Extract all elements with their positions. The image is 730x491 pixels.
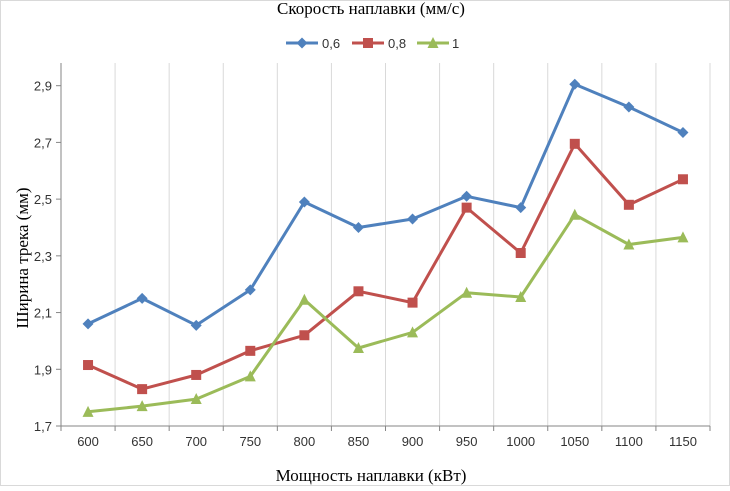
data-point (461, 190, 473, 202)
data-point (515, 202, 527, 214)
series-2 (82, 208, 689, 417)
legend-label-series-2: 1 (452, 36, 459, 51)
x-tick-label: 1100 (615, 434, 643, 449)
legend-item-series-2: 1 (417, 36, 459, 51)
y-axis-title: Ширина трека (мм) (13, 187, 32, 328)
data-point (407, 213, 419, 225)
series-line (87, 213, 684, 414)
data-point (461, 202, 472, 213)
x-tick-label: 900 (402, 434, 424, 449)
data-point (623, 101, 635, 113)
legend-item-series-1: 0,8 (352, 36, 406, 51)
y-tick-label: 2,3 (34, 249, 52, 264)
series-group (82, 78, 689, 417)
series-1 (83, 138, 688, 395)
y-tick-label: 2,1 (34, 306, 52, 321)
legend-marker-diamond-icon (296, 37, 308, 49)
data-point (407, 297, 418, 308)
y-tick-label: 2,7 (34, 135, 52, 150)
axes: 1,7 1,9 2,1 2,3 2,5 2,7 2,9 600 650 700 750 800 850 9… (34, 63, 711, 449)
x-tick-label: 950 (456, 434, 478, 449)
data-point (623, 238, 635, 250)
data-point (407, 326, 419, 338)
data-point (353, 286, 364, 297)
data-point (677, 126, 689, 138)
x-tick-label: 1000 (506, 434, 535, 449)
data-point (298, 196, 310, 208)
data-point (677, 174, 688, 185)
series-0 (82, 78, 689, 331)
y-tick-label: 2,5 (34, 192, 52, 207)
x-tick-label: 1050 (560, 434, 589, 449)
data-point (677, 231, 689, 243)
data-point (515, 290, 527, 302)
y-tick-label: 1,7 (34, 419, 52, 434)
legend-marker-triangle-icon (427, 37, 439, 48)
data-point (190, 393, 202, 405)
data-point (244, 370, 256, 382)
data-point (569, 138, 580, 149)
x-tick-label: 800 (294, 434, 316, 449)
data-point (82, 405, 94, 417)
data-point (244, 284, 256, 296)
data-point (245, 345, 256, 356)
data-point (136, 400, 148, 412)
x-axis-title: Мощность наплавки (кВт) (276, 466, 467, 485)
data-point (569, 208, 581, 220)
data-point (569, 78, 581, 90)
y-tick-label: 1,9 (34, 362, 52, 377)
data-point (136, 292, 148, 304)
y-tick-label: 2,9 (34, 79, 52, 94)
legend-label-series-0: 0,6 (322, 36, 340, 51)
series-line (87, 82, 684, 327)
data-point (461, 286, 473, 298)
data-point (82, 318, 94, 330)
x-tick-label: 700 (185, 434, 207, 449)
data-point (191, 369, 202, 380)
x-tick-label: 750 (239, 434, 261, 449)
legend-marker-square-icon (363, 38, 373, 48)
data-point (137, 384, 148, 395)
data-point (352, 342, 364, 354)
legend: 0,6 0,8 1 (286, 36, 459, 51)
data-point (190, 319, 202, 331)
x-tick-label: 850 (348, 434, 370, 449)
legend-label-series-1: 0,8 (388, 36, 406, 51)
data-point (623, 199, 634, 210)
data-point (352, 221, 364, 233)
data-point (299, 330, 310, 341)
legend-item-series-0: 0,6 (286, 36, 340, 51)
data-point (83, 360, 94, 371)
series-line (87, 142, 684, 391)
x-tick-label: 600 (77, 434, 99, 449)
x-tick-label: 1150 (669, 434, 697, 449)
data-point (515, 248, 526, 259)
chart-title: Скорость наплавки (мм/с) (277, 0, 465, 18)
x-tick-label: 650 (131, 434, 153, 449)
data-point (298, 293, 310, 305)
